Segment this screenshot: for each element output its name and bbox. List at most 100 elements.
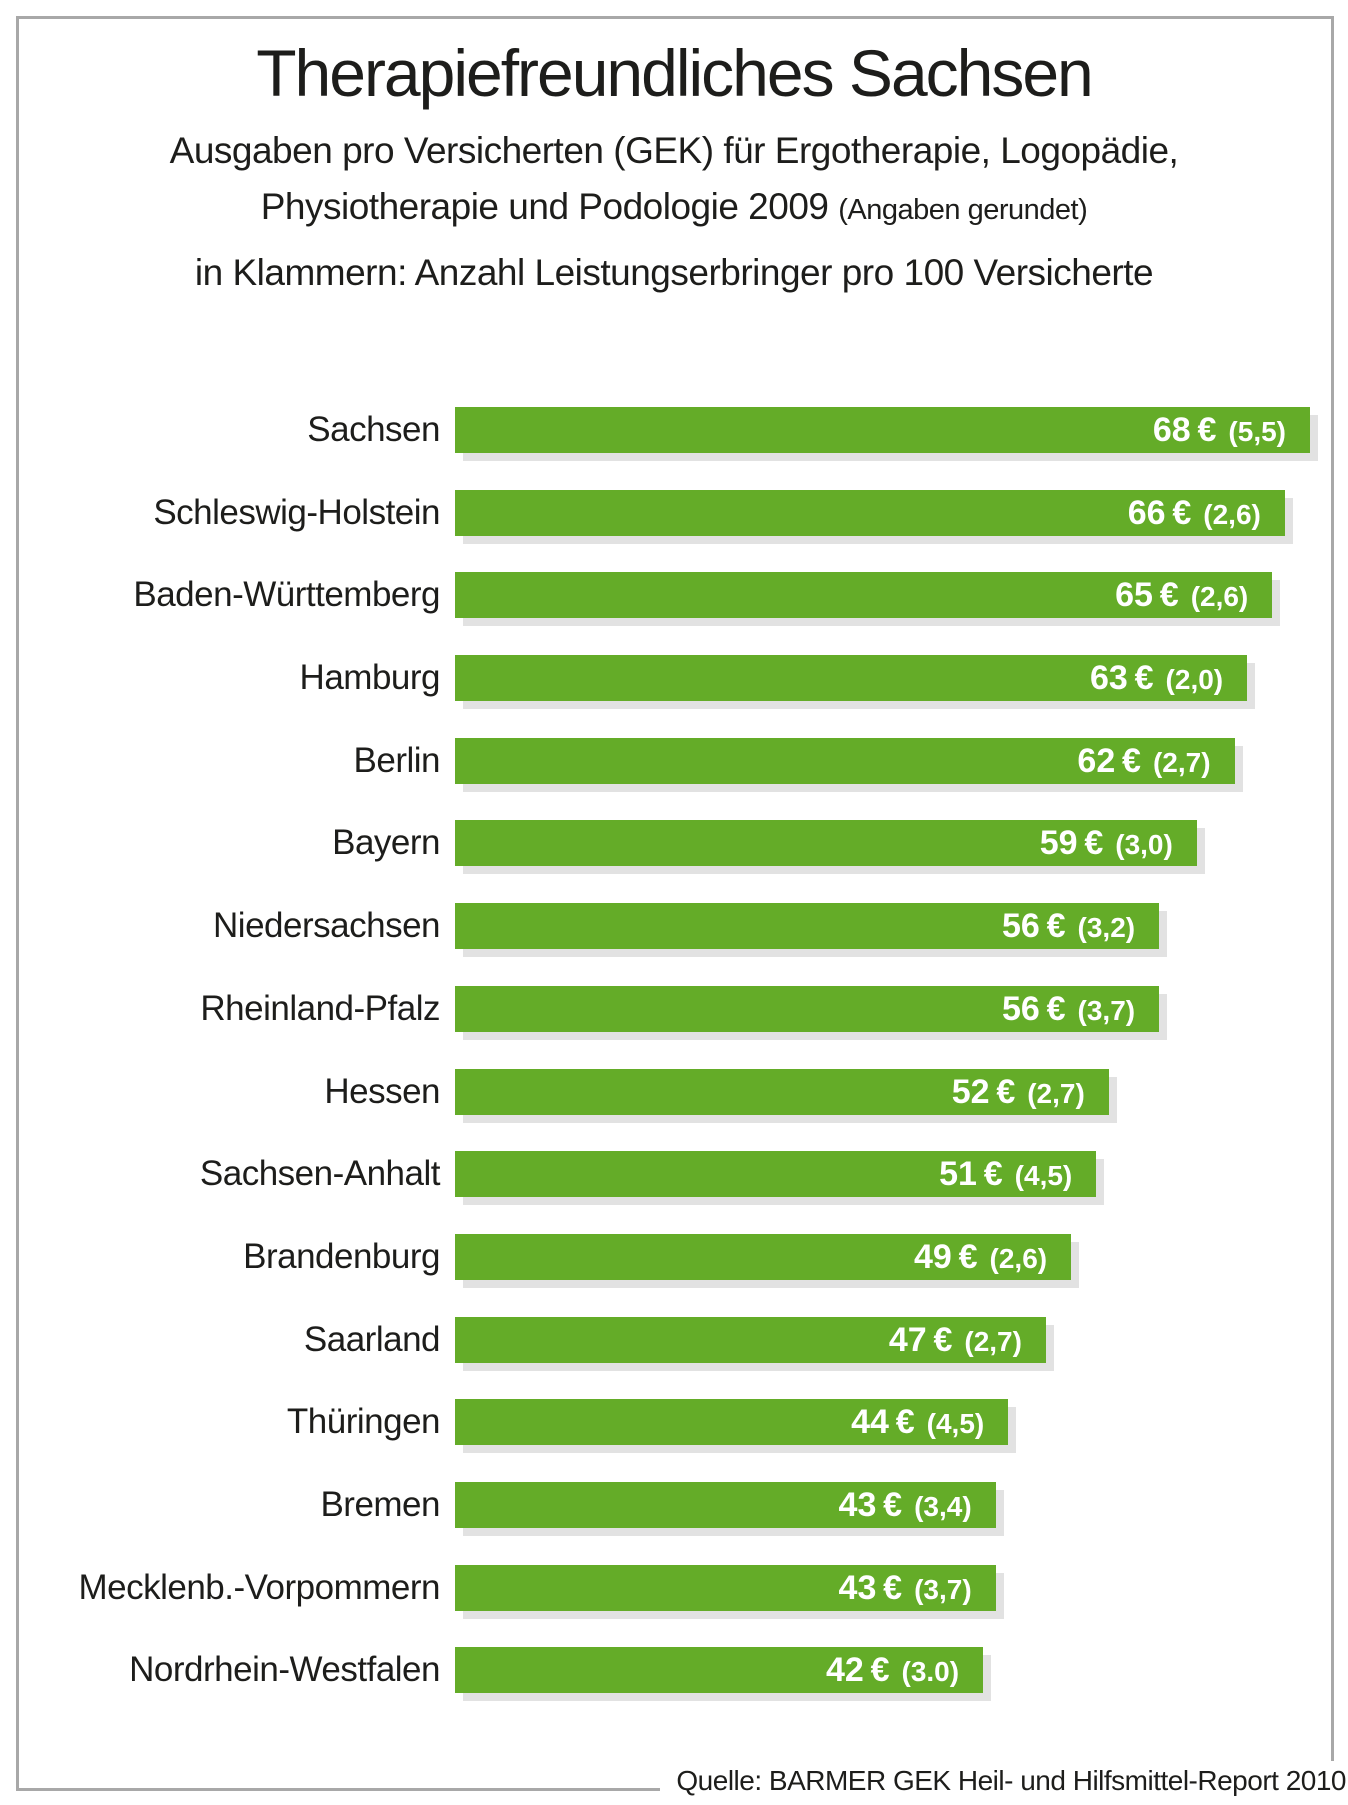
providers-annotation: (3,4) bbox=[914, 1490, 972, 1522]
euro-value-label: 44 € bbox=[851, 1403, 915, 1442]
chart-row: Brandenburg 49 € (2,6) bbox=[20, 1233, 1310, 1280]
bar-value: 59 € (3,0) bbox=[1040, 826, 1173, 860]
subtitle-line-2: Physiotherapie und Podologie 2009 (Angab… bbox=[0, 186, 1348, 228]
chart-row: Baden-Württemberg 65 € (2,6) bbox=[20, 572, 1310, 619]
bar-value: 66 € (2,6) bbox=[1128, 496, 1261, 530]
bar-value: 56 € (3,7) bbox=[1002, 992, 1135, 1026]
bar-value: 49 € (2,6) bbox=[914, 1240, 1047, 1274]
euro-value-label: 68 € bbox=[1152, 411, 1217, 449]
providers-annotation: (5,5) bbox=[1228, 416, 1286, 447]
providers-annotation: (3,7) bbox=[1077, 994, 1136, 1026]
chart-row: Mecklenb.-Vorpommern 43 € (3,7) bbox=[20, 1564, 1310, 1611]
bar-value: 42 € (3.0) bbox=[826, 1653, 959, 1687]
euro-value-label: 43 € bbox=[838, 1568, 903, 1607]
providers-annotation: (2,6) bbox=[1190, 581, 1249, 613]
bar-track: 68 € (5,5) bbox=[455, 407, 1310, 453]
state-label: Niedersachsen bbox=[213, 906, 440, 946]
chart-row: Hamburg 63 € (2,0) bbox=[20, 655, 1310, 702]
value-bar: 43 € (3,7) bbox=[455, 1564, 996, 1611]
state-label: Rheinland-Pfalz bbox=[200, 988, 440, 1028]
bar-value: 65 € (2,6) bbox=[1115, 578, 1248, 612]
bar-track: 44 € (4,5) bbox=[455, 1399, 1310, 1446]
state-label: Nordrhein-Westfalen bbox=[129, 1650, 440, 1690]
bar-value: 52 € (2,7) bbox=[952, 1075, 1085, 1109]
euro-value-label: 47 € bbox=[888, 1320, 953, 1359]
bar-value: 47 € (2,7) bbox=[889, 1323, 1022, 1357]
chart-row: Berlin 62 € (2,7) bbox=[20, 737, 1310, 784]
bar-track: 56 € (3,7) bbox=[455, 985, 1310, 1032]
bar-track: 63 € (2,0) bbox=[455, 655, 1310, 702]
bar-track: 56 € (3,2) bbox=[455, 903, 1310, 950]
state-label: Sachsen bbox=[307, 410, 440, 449]
value-bar: 56 € (3,7) bbox=[455, 985, 1160, 1032]
state-label: Mecklenb.-Vorpommern bbox=[78, 1567, 440, 1607]
chart-row: Rheinland-Pfalz 56 € (3,7) bbox=[20, 985, 1310, 1032]
providers-annotation: (3.0) bbox=[901, 1656, 960, 1688]
providers-annotation: (2,7) bbox=[1027, 1077, 1085, 1109]
euro-value-label: 52 € bbox=[951, 1072, 1016, 1111]
providers-annotation: (2,6) bbox=[989, 1242, 1048, 1274]
bar-value: 68 € (5,5) bbox=[1153, 413, 1286, 447]
euro-value-label: 65 € bbox=[1115, 576, 1179, 615]
providers-annotation: (2,0) bbox=[1165, 664, 1224, 696]
page-title: Therapiefreundliches Sachsen bbox=[256, 36, 1094, 110]
bar-value: 43 € (3,4) bbox=[839, 1488, 972, 1522]
providers-annotation: (3,7) bbox=[914, 1573, 972, 1605]
state-label: Brandenburg bbox=[243, 1236, 440, 1276]
providers-annotation: (2,7) bbox=[964, 1325, 1022, 1357]
providers-annotation: (4,5) bbox=[926, 1408, 985, 1440]
value-bar: 42 € (3.0) bbox=[455, 1647, 984, 1694]
value-bar: 56 € (3,2) bbox=[455, 903, 1160, 950]
bar-chart: Sachsen 68 € (5,5) Schleswig-Holstein 66 € (2… bbox=[20, 407, 1310, 1694]
state-label: Bremen bbox=[320, 1484, 440, 1524]
euro-value-label: 56 € bbox=[1001, 907, 1066, 946]
value-bar: 59 € (3,0) bbox=[455, 820, 1197, 867]
euro-value-label: 56 € bbox=[1001, 989, 1066, 1028]
euro-value-label: 49 € bbox=[913, 1237, 978, 1276]
bar-track: 49 € (2,6) bbox=[455, 1233, 1310, 1280]
providers-annotation: (3,0) bbox=[1115, 829, 1173, 861]
value-bar: 49 € (2,6) bbox=[455, 1233, 1072, 1280]
chart-row: Sachsen 68 € (5,5) bbox=[20, 407, 1310, 453]
chart-row: Thüringen 44 € (4,5) bbox=[20, 1399, 1310, 1446]
value-bar: 68 € (5,5) bbox=[455, 407, 1310, 453]
chart-row: Niedersachsen 56 € (3,2) bbox=[20, 903, 1310, 950]
bar-track: 42 € (3.0) bbox=[455, 1647, 1310, 1694]
chart-row: Saarland 47 € (2,7) bbox=[20, 1316, 1310, 1363]
chart-row: Hessen 52 € (2,7) bbox=[20, 1068, 1310, 1115]
chart-row: Schleswig-Holstein 66 € (2,6) bbox=[20, 489, 1310, 536]
state-label: Thüringen bbox=[286, 1402, 441, 1442]
euro-value-label: 59 € bbox=[1039, 824, 1104, 863]
value-bar: 44 € (4,5) bbox=[455, 1399, 1009, 1446]
source-credit: Quelle: BARMER GEK Heil- und Hilfsmittel… bbox=[660, 1761, 1348, 1801]
value-bar: 47 € (2,7) bbox=[455, 1316, 1046, 1363]
euro-value-label: 63 € bbox=[1090, 659, 1154, 698]
providers-annotation: (2,6) bbox=[1203, 498, 1261, 530]
providers-annotation: (2,7) bbox=[1152, 746, 1211, 778]
bar-track: 66 € (2,6) bbox=[455, 489, 1310, 536]
bar-track: 59 € (3,0) bbox=[455, 820, 1310, 867]
value-bar: 43 € (3,4) bbox=[455, 1481, 996, 1528]
subtitle-line-3: in Klammern: Anzahl Leistungserbringer p… bbox=[194, 252, 1154, 293]
chart-row: Bayern 59 € (3,0) bbox=[20, 820, 1310, 867]
subtitle-line-1: Ausgaben pro Versicherten (GEK) für Ergo… bbox=[169, 130, 1179, 171]
subtitle-line-2-note: (Angaben gerundet) bbox=[838, 194, 1088, 226]
euro-value-label: 51 € bbox=[939, 1155, 1003, 1194]
chart-row: Nordrhein-Westfalen 42 € (3.0) bbox=[20, 1647, 1310, 1694]
bar-value: 43 € (3,7) bbox=[839, 1571, 972, 1605]
chart-row: Bremen 43 € (3,4) bbox=[20, 1481, 1310, 1528]
state-label: Schleswig-Holstein bbox=[153, 492, 440, 532]
value-bar: 63 € (2,0) bbox=[455, 655, 1248, 702]
value-bar: 51 € (4,5) bbox=[455, 1151, 1097, 1198]
bar-value: 62 € (2,7) bbox=[1077, 744, 1210, 778]
state-label: Bayern bbox=[332, 823, 440, 863]
state-label: Saarland bbox=[303, 1319, 441, 1359]
value-bar: 66 € (2,6) bbox=[455, 489, 1285, 536]
euro-value-label: 66 € bbox=[1127, 493, 1192, 532]
bar-value: 44 € (4,5) bbox=[851, 1405, 984, 1439]
bar-value: 63 € (2,0) bbox=[1090, 661, 1223, 695]
providers-annotation: (4,5) bbox=[1014, 1160, 1073, 1192]
chart-row: Sachsen-Anhalt 51 € (4,5) bbox=[20, 1151, 1310, 1198]
